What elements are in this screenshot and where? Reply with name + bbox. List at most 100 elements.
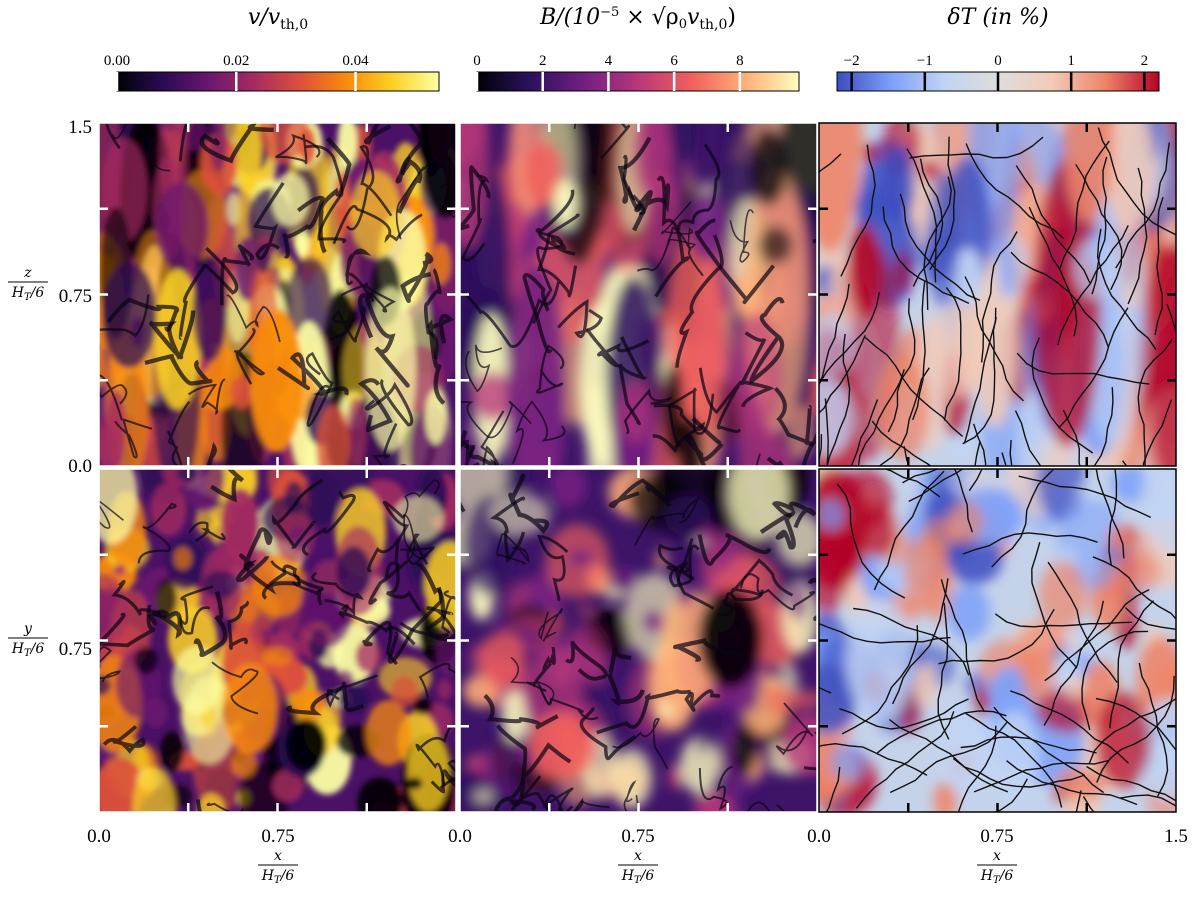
dark-filament — [364, 378, 414, 427]
heatmap-blob — [926, 171, 959, 309]
field-line — [1062, 409, 1081, 466]
heatmap-blob — [1033, 157, 1102, 447]
field-line — [826, 333, 851, 466]
heatmap-blob — [527, 711, 595, 781]
heatmap-blob — [933, 782, 958, 812]
heatmap-blob — [304, 469, 339, 528]
heatmap-blob — [697, 588, 764, 689]
heatmap-blob — [365, 700, 411, 766]
heatmap-blob — [1164, 276, 1176, 340]
dark-filament — [538, 608, 563, 642]
dark-filament — [211, 661, 259, 715]
heatmap-panel-r1-c3 — [818, 122, 1177, 467]
heatmap-blob — [893, 250, 912, 295]
heatmap-blob — [847, 223, 881, 317]
dark-filament — [460, 429, 504, 466]
heatmap-blob — [99, 573, 130, 649]
heatmap-blob — [654, 549, 669, 570]
y-tick-label: 0.0 — [68, 456, 92, 477]
heatmap-blob — [316, 404, 350, 466]
colorbar-tick-label: 6 — [670, 53, 678, 69]
heatmap-blob — [173, 546, 192, 570]
dark-filament — [667, 387, 715, 447]
dark-filament — [99, 294, 150, 357]
dark-filament — [694, 218, 776, 304]
field-line — [1095, 469, 1125, 559]
field-line — [960, 736, 1097, 754]
field-line — [929, 136, 956, 271]
heatmap-blob — [731, 724, 758, 776]
x-tick-label: 0.0 — [807, 826, 831, 847]
heatmap-panel-r2-c1 — [98, 468, 457, 813]
field-line — [957, 725, 997, 812]
dark-filament — [99, 374, 128, 421]
field-line — [1016, 352, 1150, 385]
svg-text:x: x — [634, 848, 642, 864]
dark-filament — [261, 564, 324, 606]
dark-filament — [415, 562, 449, 639]
field-line — [992, 778, 1028, 812]
heatmap-blob — [155, 181, 209, 272]
field-line — [839, 698, 969, 730]
field-line — [878, 367, 930, 466]
heatmap-blob — [113, 564, 126, 576]
heatmap-blob — [134, 646, 158, 675]
heatmap-panel-r2-c2 — [459, 468, 818, 813]
dark-filament — [363, 123, 425, 176]
heatmap-blob — [819, 499, 846, 530]
heatmap-blob — [101, 261, 157, 369]
dark-filament — [493, 776, 537, 812]
heatmap-blob — [431, 242, 451, 285]
field-line — [952, 757, 1086, 788]
field-line — [973, 423, 987, 466]
heatmap-blob — [914, 190, 930, 247]
dark-filament — [596, 689, 691, 735]
field-line — [819, 153, 842, 173]
field-line — [1125, 607, 1176, 631]
heatmap-blob — [222, 662, 278, 754]
heatmap-blob — [854, 188, 891, 225]
heatmap-blob — [553, 179, 578, 229]
field-line — [876, 710, 1007, 754]
field-line — [938, 608, 1055, 665]
svg-text:HT/6: HT/6 — [11, 285, 45, 303]
colorbar-2: 0 2 4 6 8 — [473, 53, 800, 92]
heatmap-blob — [696, 732, 710, 754]
field-line — [909, 136, 1044, 159]
dark-filament — [399, 533, 435, 566]
dark-filament — [448, 181, 456, 218]
heatmap-blob — [231, 749, 257, 778]
dark-filament — [565, 640, 608, 681]
dark-filament — [114, 418, 153, 459]
dark-filament — [368, 560, 408, 605]
dark-filament — [740, 331, 775, 408]
field-line — [1009, 439, 1013, 466]
dark-filament — [219, 244, 255, 306]
heatmap-blob — [425, 388, 447, 445]
heatmap-blob — [437, 678, 453, 701]
heatmap-blob — [1113, 553, 1163, 591]
heatmap-blob — [220, 488, 260, 561]
dark-filament — [460, 400, 532, 439]
dark-filament — [775, 702, 814, 756]
heatmap-blob — [1118, 307, 1132, 340]
dark-filament — [572, 800, 584, 812]
dark-filament — [102, 725, 146, 754]
field-line — [882, 206, 970, 305]
dark-filament — [684, 689, 721, 712]
heatmap-blob — [913, 663, 936, 708]
y-tick-label: 1.5 — [68, 117, 92, 138]
field-line — [962, 532, 1098, 555]
dark-filament — [462, 281, 560, 348]
heatmap-blob — [819, 663, 858, 735]
dark-filament — [461, 173, 490, 262]
dark-filament — [586, 328, 650, 368]
heatmap-blob — [973, 687, 990, 717]
dark-filament — [697, 532, 772, 566]
field-line — [819, 743, 928, 776]
dark-filament — [608, 478, 672, 509]
heatmap-panel-r1-c2 — [459, 122, 818, 467]
field-line — [1109, 600, 1155, 729]
dark-filament — [332, 204, 423, 245]
